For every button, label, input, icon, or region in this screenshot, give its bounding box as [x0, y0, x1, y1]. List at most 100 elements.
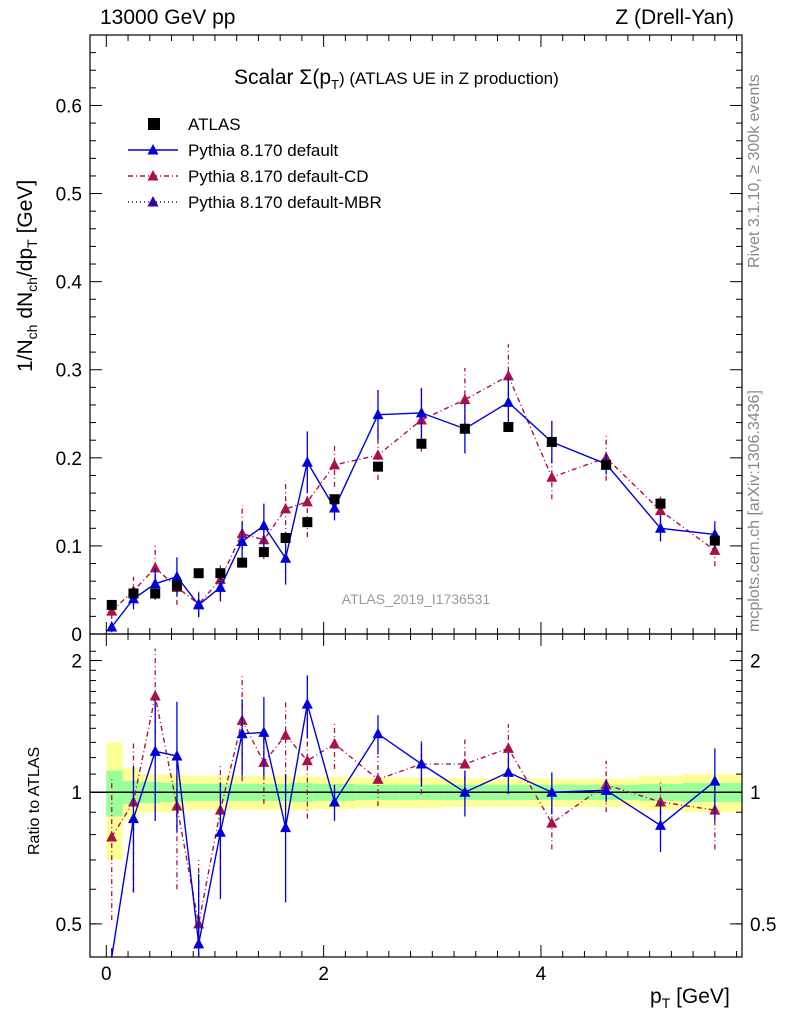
- ratio-point: [193, 937, 205, 949]
- ratio-point: [301, 698, 313, 709]
- y-tick-label: 0.2: [56, 449, 82, 470]
- legend-label: Pythia 8.170 default-CD: [188, 167, 369, 186]
- data-point: [128, 588, 139, 599]
- data-point: [106, 599, 117, 610]
- data-point: [236, 535, 248, 547]
- ratio-point: [127, 812, 139, 824]
- data-point: [301, 495, 313, 507]
- x-tick-label: 2: [318, 964, 329, 985]
- ratio-tick-label-left: 0.5: [56, 915, 82, 936]
- data-point: [258, 519, 270, 531]
- data-point: [459, 393, 471, 405]
- ratio-point: [171, 750, 183, 761]
- energy-label: 13000 GeV pp: [100, 6, 236, 29]
- data-point: [459, 423, 470, 434]
- data-point: [655, 522, 666, 533]
- ratio-point: [546, 786, 558, 797]
- ratio-point: [502, 742, 514, 753]
- ratio-point: [459, 786, 471, 797]
- ratio-point: [329, 795, 340, 807]
- data-point: [709, 535, 720, 546]
- ratio-point: [372, 727, 384, 739]
- ratio-point: [280, 729, 292, 740]
- y-tick-label: 0.5: [56, 185, 82, 206]
- data-point: [655, 504, 666, 516]
- ratio-point: [459, 758, 471, 769]
- data-point: [106, 605, 118, 616]
- x-ticks: [90, 34, 742, 957]
- x-axis-label: pT [GeV]: [650, 985, 730, 1012]
- data-point: [546, 471, 558, 482]
- data-point: [215, 568, 226, 579]
- mcplots-label: mcplots.cern.ch [arXiv:1306.3436]: [746, 390, 763, 632]
- data-point: [280, 502, 292, 514]
- data-point: [106, 620, 118, 632]
- rivet-label: Rivet 3.1.10, ≥ 300k events: [746, 74, 763, 268]
- data-point: [329, 458, 340, 470]
- ratio-point: [502, 766, 514, 777]
- data-point: [149, 577, 161, 589]
- legend-label: Pythia 8.170 default: [188, 141, 339, 160]
- ratio-point: [546, 817, 558, 828]
- ratio-point: [301, 754, 313, 766]
- ratio-tick-label-right: 2: [750, 652, 761, 673]
- chart-title-tail: ) (ATLAS UE in Z production): [338, 69, 559, 88]
- ratio-point: [655, 795, 666, 807]
- y-tick-label: 0.4: [56, 273, 83, 294]
- y-axis-label: 1/Nch dNch/dpT [GeV]: [14, 179, 41, 372]
- series-pythia-8-170-default-cd: [106, 344, 721, 957]
- data-point: [546, 436, 557, 447]
- y-tick-label: 0.1: [56, 537, 82, 558]
- x-tick-label: 4: [536, 964, 547, 985]
- data-point: [301, 456, 313, 467]
- data-point: [372, 408, 384, 420]
- ratio-tick-label-right: 0.5: [750, 915, 776, 936]
- data-point: [302, 517, 313, 528]
- legend: ATLAS Pythia 8.170 default Pythia 8.170 de…: [128, 115, 382, 212]
- data-point: [280, 532, 291, 543]
- data-point: [258, 547, 269, 558]
- data-point: [171, 580, 182, 591]
- ratio-point: [106, 830, 118, 842]
- ratio-tick-label-left: 2: [71, 652, 82, 673]
- chart-title: Scalar Σ(pT) (ATLAS UE in Z production): [234, 66, 559, 92]
- ratio-bands: [106, 742, 742, 860]
- chart-title-main: Scalar Σ(p: [234, 66, 332, 89]
- legend-marker: [147, 144, 159, 155]
- data-point: [416, 438, 427, 449]
- series-atlas: [106, 421, 720, 610]
- ratio-point: [709, 775, 721, 786]
- data-point: [237, 557, 248, 568]
- y-tick-label: 0.3: [56, 361, 82, 382]
- data-point: [601, 459, 612, 470]
- ratio-axis-label: Ratio to ATLAS: [26, 746, 43, 855]
- ratio-point: [372, 773, 384, 784]
- band-inner-0: [106, 770, 123, 817]
- data-point: [193, 568, 204, 579]
- ratio-line: [111, 703, 716, 958]
- ratio-tick-label-left: 1: [71, 783, 82, 804]
- legend-marker: [147, 196, 159, 207]
- y-tick-label: 0: [71, 625, 82, 646]
- legend-label: Pythia 8.170 default-MBR: [188, 193, 382, 212]
- ratio-point: [214, 826, 226, 837]
- ratio-point: [655, 819, 666, 830]
- data-point: [502, 369, 514, 381]
- data-point: [502, 396, 514, 407]
- data-point: [503, 421, 514, 432]
- chart-title-sub: T: [331, 77, 339, 93]
- data-point: [415, 406, 427, 418]
- legend-marker-atlas: [148, 118, 160, 130]
- ratio-point: [149, 689, 161, 701]
- data-point: [214, 581, 226, 592]
- data-point: [372, 449, 384, 460]
- legend-marker: [147, 170, 159, 181]
- data-point: [193, 598, 205, 610]
- ratio-point: [600, 784, 612, 795]
- data-point: [329, 494, 340, 505]
- data-point: [150, 588, 161, 599]
- analysis-label: ATLAS_2019_I1736531: [342, 591, 491, 607]
- data-point: [280, 552, 292, 563]
- data-point: [372, 461, 383, 472]
